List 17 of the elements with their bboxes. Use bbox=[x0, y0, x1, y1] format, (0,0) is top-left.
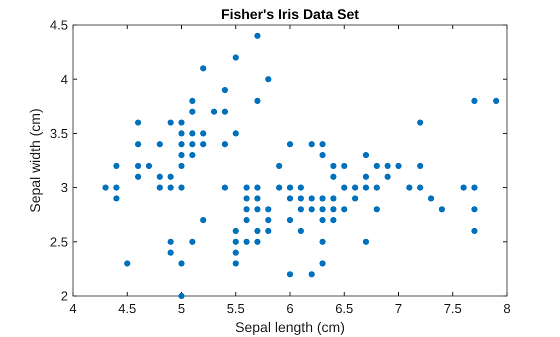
x-tick-label: 5.5 bbox=[226, 301, 245, 316]
y-tick-label: 2.5 bbox=[50, 234, 68, 250]
y-tick-label: 3 bbox=[60, 180, 68, 196]
x-tick-label: 8 bbox=[503, 301, 511, 316]
y-tick-label: 2 bbox=[60, 288, 68, 304]
y-axis-title: Sepal width (cm) bbox=[27, 108, 43, 213]
x-axis-title: Sepal length (cm) bbox=[235, 319, 345, 335]
x-tick-label: 7 bbox=[394, 301, 402, 316]
x-tick-label: 4.5 bbox=[118, 301, 136, 316]
x-tick-label: 7.5 bbox=[444, 301, 462, 316]
x-tick-label: 6.5 bbox=[335, 301, 354, 316]
x-tick-label: 5 bbox=[178, 301, 186, 316]
y-tick-label: 4 bbox=[60, 72, 68, 87]
y-tick-label: 4.5 bbox=[50, 18, 68, 33]
x-tick-label: 6 bbox=[286, 301, 294, 316]
chart-title: Fisher's Iris Data Set bbox=[221, 6, 360, 22]
y-tick-label: 3.5 bbox=[50, 126, 68, 141]
